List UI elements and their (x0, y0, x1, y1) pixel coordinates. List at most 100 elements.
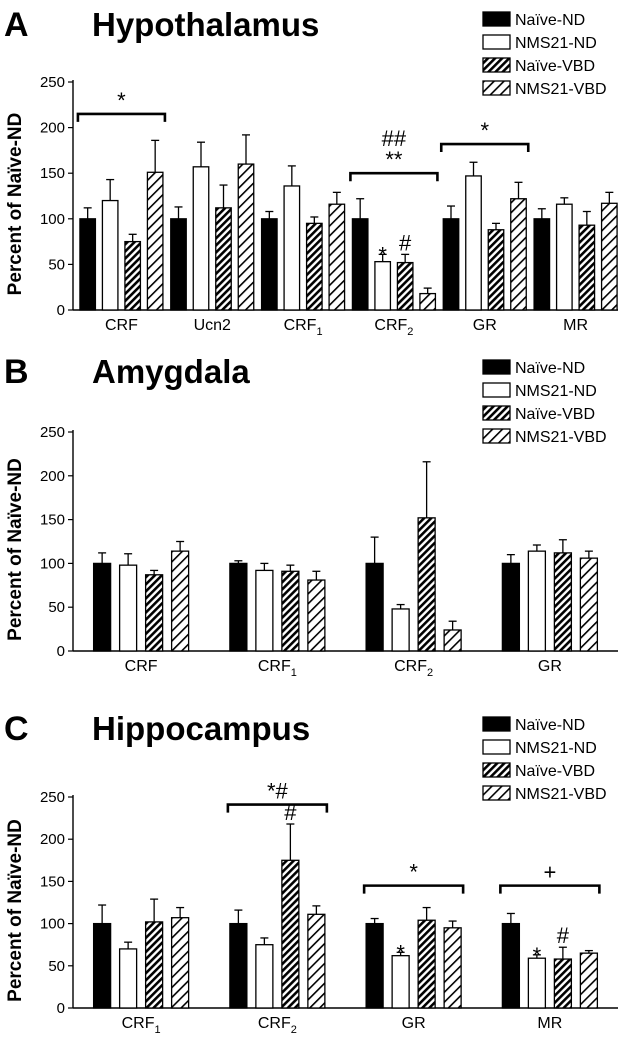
significance-bracket (349, 171, 439, 182)
legend-label: NMS21-VBD (515, 81, 607, 98)
significance-mark: * (396, 940, 405, 965)
y-tick-label: 250 (40, 424, 65, 441)
bar-na-ve-nd (501, 562, 521, 652)
bar-nms21-vbd (170, 550, 190, 652)
legend-label: Naïve-VBD (515, 763, 595, 780)
legend-swatch (482, 739, 511, 755)
bar-nms21-vbd (146, 171, 164, 311)
panel-title: Amygdala (92, 353, 250, 390)
y-tick-label: 0 (57, 1000, 65, 1017)
bar-nms21-vbd (579, 952, 599, 1009)
bar-nms21-vbd (443, 629, 462, 652)
bar-na-ve-vbd (144, 574, 164, 652)
bar-nms21-nd (192, 166, 210, 311)
bar-na-ve-vbd (215, 207, 232, 311)
legend-label: NMS21-ND (515, 35, 597, 52)
bar-nms21-nd (465, 175, 482, 311)
bar-na-ve-nd (365, 562, 384, 652)
x-tick-label: CRF2 (258, 1015, 297, 1036)
y-tick-label: 50 (48, 256, 65, 273)
y-tick-label: 100 (40, 555, 65, 572)
y-tick-label: 200 (40, 831, 65, 848)
bar-nms21-nd (118, 948, 138, 1009)
bar-nms21-vbd (307, 579, 326, 652)
bar-na-ve-vbd (396, 261, 414, 311)
significance-mark: * (117, 88, 126, 113)
legend-swatch (482, 405, 511, 421)
panel-title: Hippocampus (92, 710, 310, 747)
bar-na-ve-vbd (281, 570, 300, 652)
legend-swatch (482, 34, 511, 50)
bar-nms21-nd (391, 955, 410, 1009)
legend: Naïve-ND NMS21-ND Naïve-VBD NMS21-VBD (482, 11, 607, 98)
bar-nms21-nd (255, 944, 274, 1009)
y-axis-label: Percent of Naïve-ND (5, 819, 26, 1002)
significance-mark: # (557, 923, 570, 948)
legend-label: NMS21-VBD (515, 786, 607, 803)
legend-label: NMS21-ND (515, 740, 597, 757)
significance-mark: * (378, 242, 387, 267)
y-tick-label: 0 (57, 302, 65, 319)
bar-nms21-vbd (170, 917, 190, 1009)
bar-na-ve-nd (170, 218, 187, 311)
x-tick-label: CRF (125, 658, 158, 675)
bar-nms21-vbd (579, 557, 599, 652)
bar-na-ve-nd (229, 922, 248, 1009)
x-tick-label: CRF1 (284, 317, 323, 338)
significance-mark: * (533, 943, 542, 968)
y-tick-label: 200 (40, 120, 65, 137)
significance-mark: + (543, 860, 556, 885)
y-tick-label: 150 (40, 512, 65, 529)
legend-swatch (482, 57, 511, 73)
panel-letter: A (4, 6, 29, 44)
significance-mark: * (409, 860, 418, 885)
legend-label: Naïve-VBD (515, 58, 595, 75)
legend-swatch (482, 762, 511, 778)
significance-bracket (76, 112, 167, 122)
x-tick-label: MR (537, 1015, 562, 1032)
bar-na-ve-vbd (578, 224, 596, 311)
bar-na-ve-nd (260, 218, 278, 311)
legend-swatch (482, 359, 511, 375)
bar-nms21-vbd (328, 203, 346, 311)
x-tick-label: CRF2 (394, 658, 433, 679)
panel-a: A Hypothalamus Naïve-ND NMS21-ND Naïve-VBD NM… (4, 6, 618, 338)
bar-nms21-vbd (419, 292, 437, 311)
y-tick-label: 100 (40, 211, 65, 228)
bar-nms21-nd (391, 608, 410, 652)
legend-swatch (482, 11, 511, 27)
bar-na-ve-nd (229, 562, 248, 652)
bar-na-ve-nd (533, 218, 551, 311)
y-tick-label: 250 (40, 74, 65, 91)
x-tick-label: CRF2 (374, 317, 413, 338)
legend-label: Naïve-ND (515, 717, 585, 734)
x-tick-label: CRF1 (258, 658, 297, 679)
y-tick-label: 150 (40, 873, 65, 890)
significance-mark: *# (267, 779, 289, 804)
legend-label: Naïve-ND (515, 360, 585, 377)
bar-nms21-vbd (237, 163, 255, 311)
bar-na-ve-vbd (487, 229, 505, 311)
bar-nms21-vbd (600, 202, 618, 311)
bar-na-ve-vbd (553, 958, 573, 1009)
bar-nms21-nd (283, 185, 301, 311)
y-tick-label: 0 (57, 643, 65, 660)
bar-na-ve-nd (79, 218, 97, 311)
significance-bracket (362, 884, 465, 894)
bar-na-ve-vbd (553, 552, 573, 652)
y-axis-label: Percent of Naïve-ND (5, 113, 26, 296)
x-tick-label: Ucn2 (194, 317, 231, 334)
bar-na-ve-nd (92, 922, 112, 1009)
x-tick-label: CRF (105, 317, 138, 334)
panel-title: Hypothalamus (92, 6, 319, 43)
x-tick-label: MR (563, 317, 588, 334)
y-tick-label: 50 (48, 958, 65, 975)
bar-na-ve-nd (92, 562, 112, 652)
significance-mark: ## (382, 126, 407, 151)
legend-label: Naïve-VBD (515, 406, 595, 423)
y-tick-label: 200 (40, 468, 65, 485)
bar-nms21-vbd (443, 927, 462, 1009)
legend-label: Naïve-ND (515, 12, 585, 29)
panel-b: B Amygdala Naïve-ND NMS21-ND Naïve-VBD NMS21-… (4, 353, 618, 679)
legend: Naïve-ND NMS21-ND Naïve-VBD NMS21-VBD (482, 359, 607, 446)
